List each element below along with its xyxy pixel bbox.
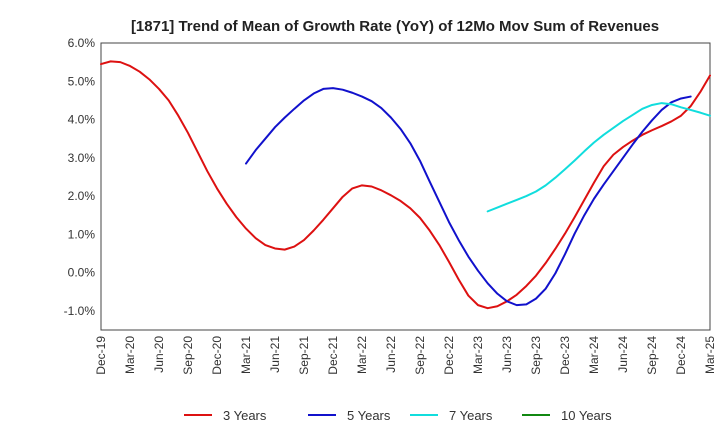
series-line-7-years — [486, 102, 711, 213]
y-tick-label: 0.0% — [68, 266, 96, 280]
x-tick-label: Sep-24 — [645, 336, 659, 375]
y-tick-label: 4.0% — [68, 113, 96, 127]
x-tick-label: Sep-21 — [297, 336, 311, 375]
x-tick-label: Mar-20 — [123, 336, 137, 374]
x-tick-label: Jun-20 — [152, 336, 166, 373]
legend-label-10-years: 10 Years — [561, 408, 612, 423]
x-tick-label: Dec-20 — [210, 336, 224, 375]
x-tick-label: Sep-22 — [413, 336, 427, 375]
x-tick-label: Dec-23 — [558, 336, 572, 375]
y-tick-label: 3.0% — [68, 151, 96, 165]
x-tick-label: Sep-23 — [529, 336, 543, 375]
chart-title: [1871] Trend of Mean of Growth Rate (YoY… — [131, 18, 659, 35]
y-tick-label: -1.0% — [64, 304, 96, 318]
axes: -1.0% 0.0% 1.0% 2.0% 3.0% 4.0% 5.0% 6.0% Dec-19 M… — [64, 36, 717, 375]
x-tick-label: Dec-22 — [442, 336, 456, 375]
x-tick-label: Mar-23 — [471, 336, 485, 374]
x-tick-label: Mar-25 — [703, 336, 717, 374]
x-tick-label: Jun-21 — [268, 336, 282, 373]
x-tick-label: Mar-21 — [239, 336, 253, 374]
y-tick-label: 5.0% — [68, 74, 96, 88]
series-lines — [100, 60, 711, 310]
y-tick-label: 2.0% — [68, 189, 96, 203]
legend-label-7-years: 7 Years — [449, 408, 493, 423]
x-tick-label: Mar-24 — [587, 336, 601, 374]
x-tick-label: Mar-22 — [355, 336, 369, 374]
legend-label-5-years: 5 Years — [347, 408, 391, 423]
legend-label-3-years: 3 Years — [223, 408, 267, 423]
x-tick-label: Jun-24 — [616, 336, 630, 373]
y-tick-label: 6.0% — [68, 36, 96, 50]
x-tick-label: Dec-19 — [94, 336, 108, 375]
x-tick-label: Jun-23 — [500, 336, 514, 373]
legend: 3 Years 5 Years 7 Years 10 Years — [184, 408, 612, 423]
series-line-5-years — [245, 87, 692, 307]
y-tick-label: 1.0% — [68, 227, 96, 241]
x-tick-label: Jun-22 — [384, 336, 398, 373]
x-tick-label: Dec-24 — [674, 336, 688, 375]
series-line-3-years — [100, 60, 711, 310]
x-tick-label: Dec-21 — [326, 336, 340, 375]
plot-area-frame — [100, 42, 711, 331]
x-tick-label: Sep-20 — [181, 336, 195, 375]
